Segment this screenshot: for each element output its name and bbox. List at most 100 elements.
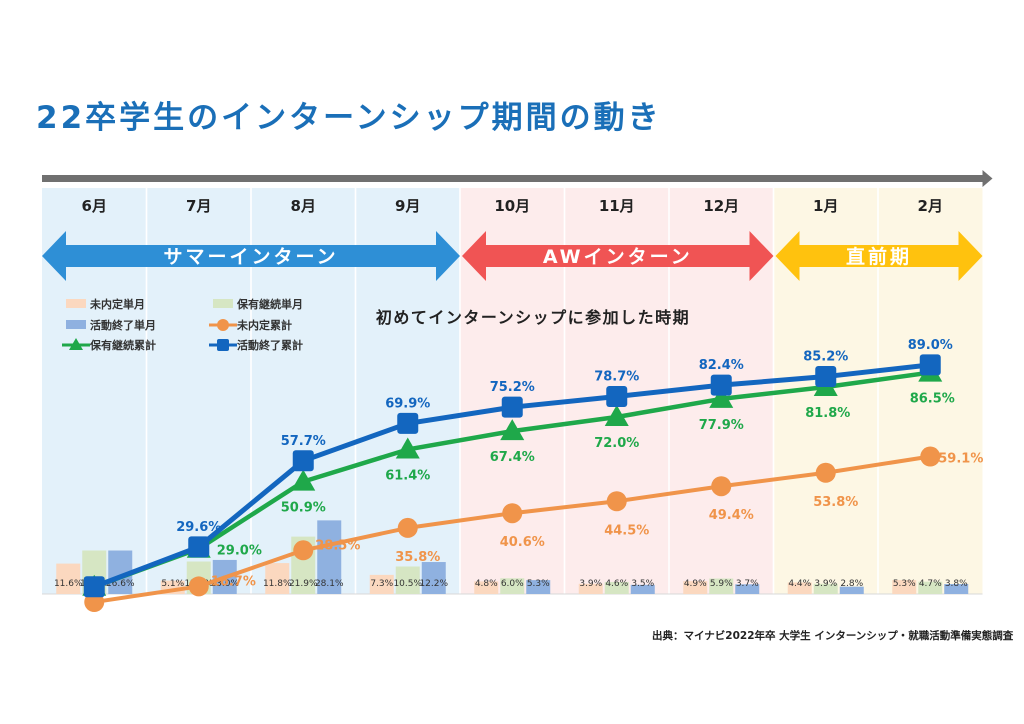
bar-value-label: 4.6%: [605, 579, 628, 589]
data-label: 53.8%: [813, 495, 858, 510]
bar-0: [787, 582, 812, 594]
chart-title: 初めてインターンシップに参加した時期: [376, 308, 690, 327]
legend-label: 未内定累計: [236, 318, 292, 332]
bar-value-label: 3.9%: [814, 579, 837, 589]
data-label: 44.5%: [604, 523, 649, 538]
data-label: 28.5%: [315, 538, 360, 553]
bar-0: [578, 583, 603, 594]
bar-2: [317, 520, 342, 594]
bar-2: [421, 562, 446, 594]
legend-label: 保有継続累計: [89, 338, 156, 352]
bar-0: [892, 580, 917, 594]
bar-value-label: 21.9%: [289, 579, 318, 589]
summer-intern-banner-arrow: [42, 231, 460, 281]
bar-value-label: 4.9%: [684, 579, 707, 589]
marker-circle: [293, 540, 314, 561]
legend-marker: [69, 338, 83, 350]
legend-swatch: [213, 299, 233, 308]
data-label: 67.4%: [490, 450, 535, 465]
month-label: 11月: [599, 197, 635, 215]
month-label: 7月: [186, 197, 211, 215]
bar-2: [630, 584, 655, 594]
data-label: 78.7%: [594, 369, 639, 384]
marker-circle: [920, 446, 941, 467]
marker-triangle: [291, 469, 316, 491]
data-label: 57.7%: [281, 434, 326, 449]
aw-intern-banner-label: AWインターン: [543, 246, 693, 268]
legend-label: 保有継続単月: [236, 297, 303, 311]
marker-triangle: [500, 419, 525, 441]
month-label: 10月: [494, 197, 530, 215]
bar-1: [709, 578, 734, 594]
legend-marker: [217, 339, 229, 351]
marker-circle: [502, 503, 523, 524]
bar-value-label: 12.2%: [419, 579, 448, 589]
page-title: 22卒学生のインターンシップ期間の動き: [36, 100, 662, 136]
data-label: 59.1%: [938, 452, 983, 467]
data-label: 89.0%: [908, 338, 953, 353]
bar-value-label: 28.1%: [315, 579, 344, 589]
data-label: 82.4%: [699, 358, 744, 373]
legend-marker: [217, 319, 229, 331]
data-label: 77.9%: [699, 418, 744, 433]
bar-0: [474, 581, 499, 594]
month-label: 8月: [291, 197, 316, 215]
bar-value-label: 4.7%: [919, 579, 942, 589]
bar-value-label: 5.3%: [527, 579, 550, 589]
data-label: 75.2%: [490, 380, 535, 395]
marker-square: [397, 412, 419, 434]
pre-period-banner-arrow: [775, 231, 983, 281]
legend-swatch: [66, 299, 86, 308]
marker-circle: [711, 476, 732, 497]
summer-intern-banner-label: サマーインターン: [163, 246, 338, 268]
bar-value-label: 3.7%: [736, 579, 759, 589]
legend-label: 活動終了累計: [237, 338, 303, 352]
marker-square: [919, 354, 941, 376]
marker-square: [83, 576, 105, 598]
bar-0: [683, 581, 708, 594]
bar-value-label: 13.0%: [210, 579, 239, 589]
data-label: 50.9%: [281, 501, 326, 516]
data-label: 85.2%: [803, 350, 848, 365]
bar-2: [526, 580, 551, 594]
marker-circle: [397, 517, 418, 538]
marker-triangle: [395, 437, 420, 459]
bar-value-label: 4.8%: [475, 579, 498, 589]
data-label: 29.0%: [217, 544, 262, 559]
aw-intern-banner-arrow: [462, 231, 774, 281]
bar-2: [944, 584, 969, 594]
bar-value-label: 5.9%: [710, 579, 733, 589]
bar-value-label: 3.5%: [631, 579, 654, 589]
bar-value-label: 7.3%: [370, 579, 393, 589]
bar-value-label: 10.5%: [393, 579, 422, 589]
marker-square: [815, 366, 837, 388]
data-label: 69.9%: [385, 396, 430, 411]
marker-circle: [606, 491, 627, 512]
marker-triangle: [709, 386, 734, 408]
bar-value-label: 3.9%: [579, 579, 602, 589]
bar-value-label: 5.1%: [161, 579, 184, 589]
marker-square: [710, 374, 732, 396]
bar-value-label: 5.3%: [893, 579, 916, 589]
month-label: 2月: [918, 197, 943, 215]
data-label: 35.8%: [395, 550, 440, 565]
marker-square: [606, 385, 628, 407]
bar-value-label: 2.8%: [840, 579, 863, 589]
bar-1: [500, 578, 525, 594]
bar-value-label: 4.4%: [788, 579, 811, 589]
month-label: 9月: [395, 197, 420, 215]
data-label: 81.8%: [805, 406, 850, 421]
bar-2: [735, 584, 760, 594]
bar-value-label: 3.8%: [945, 579, 968, 589]
legend-label: 活動終了単月: [90, 318, 156, 332]
data-label: 72.0%: [594, 436, 639, 451]
data-label: 86.5%: [910, 392, 955, 407]
legend-label: 未内定単月: [89, 297, 145, 311]
marker-circle: [188, 576, 209, 597]
bar-value-label: 6.0%: [501, 579, 524, 589]
bar-value-label: 11.8%: [263, 579, 292, 589]
marker-square: [292, 450, 314, 472]
month-label: 6月: [82, 197, 107, 215]
data-label: 16.7%: [211, 574, 256, 589]
